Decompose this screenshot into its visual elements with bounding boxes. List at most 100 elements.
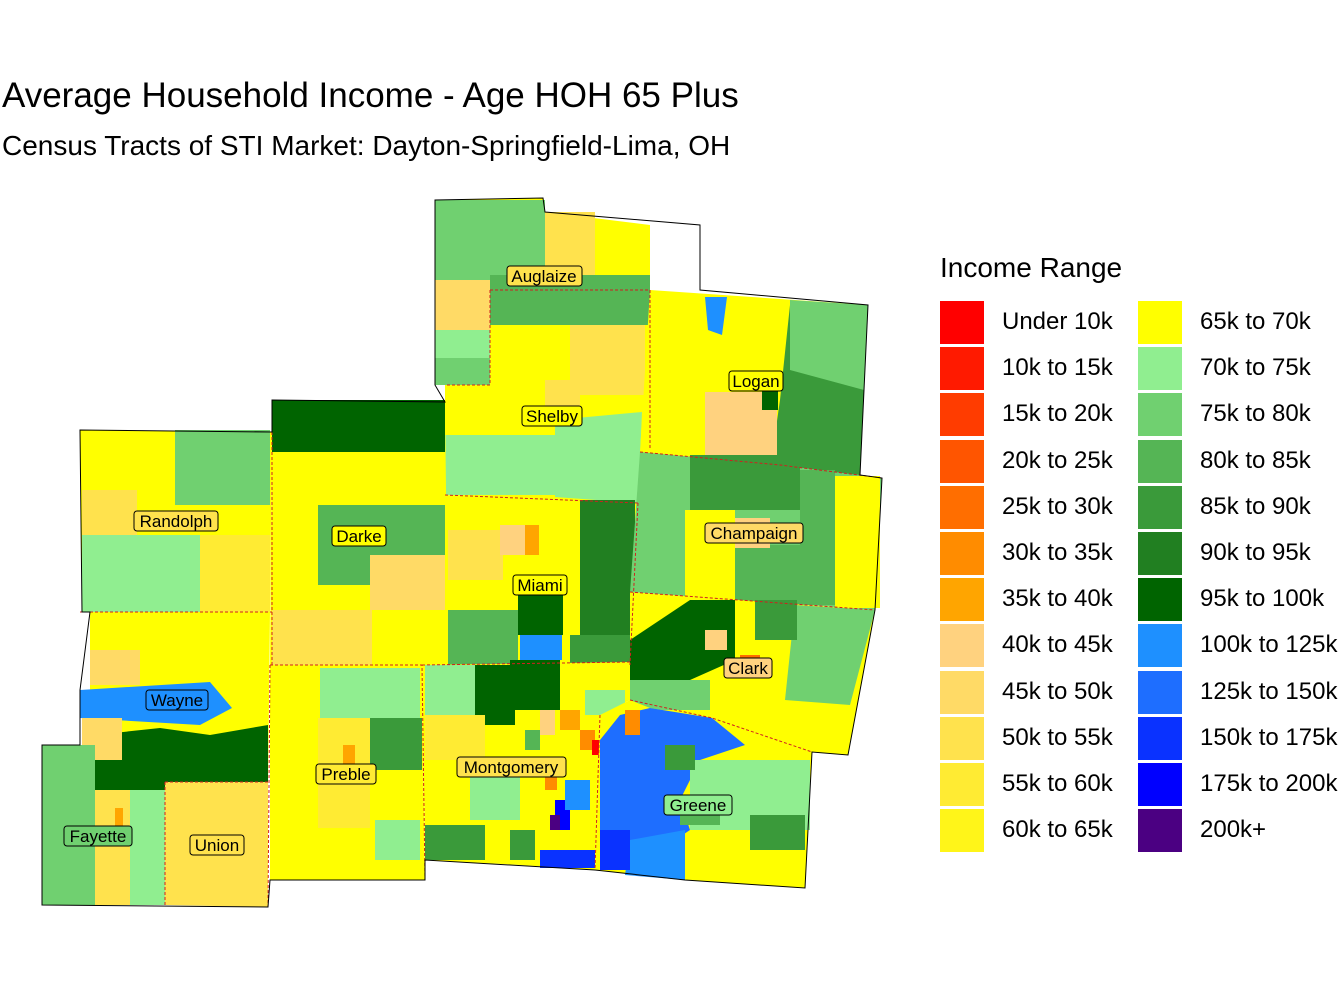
- legend-swatch: [940, 532, 984, 575]
- county-boundary: [629, 699, 813, 753]
- tract: [130, 790, 165, 905]
- tract: [580, 500, 635, 635]
- county-boundary: [629, 502, 639, 666]
- tract: [630, 680, 710, 710]
- tract: [800, 470, 835, 605]
- legend-swatch: [940, 716, 984, 760]
- tract: [520, 635, 562, 660]
- tract: [735, 545, 800, 605]
- tract: [550, 815, 560, 830]
- county-label-greene: Greene: [663, 794, 733, 816]
- legend-title: Income Range: [940, 252, 1123, 283]
- legend-swatch: [940, 809, 984, 853]
- legend-label: 20k to 25k: [1002, 446, 1113, 474]
- tract: [272, 400, 445, 452]
- county-boundary: [270, 664, 426, 881]
- tract: [600, 708, 745, 870]
- tract: [690, 455, 800, 510]
- page-subtitle: Census Tracts of STI Market: Dayton-Spri…: [2, 130, 731, 161]
- legend-label: 150k to 175k: [1200, 723, 1338, 751]
- tract: [370, 555, 448, 610]
- legend-label: 45k to 50k: [1002, 677, 1113, 705]
- county-label-randolph: Randolph: [133, 510, 219, 532]
- legend-label: 55k to 60k: [1002, 770, 1113, 797]
- legend-label: 95k to 100k: [1200, 585, 1325, 613]
- svg-text:Shelby: Shelby: [526, 407, 578, 426]
- county-label-montgomery: Montgomery: [456, 756, 567, 778]
- tract: [518, 595, 563, 635]
- legend-label: Under 10k: [1002, 308, 1113, 335]
- tract: [448, 530, 503, 580]
- tract: [95, 790, 130, 905]
- legend-label: 70k to 75k: [1200, 354, 1311, 382]
- tract: [375, 820, 420, 860]
- tract: [560, 710, 580, 730]
- tract: [510, 660, 560, 710]
- legend-label: 35k to 40k: [1002, 585, 1113, 613]
- legend-swatch: [940, 578, 984, 622]
- legend-label: 40k to 45k: [1002, 631, 1113, 659]
- legend-swatch: [940, 763, 984, 806]
- tract: [200, 612, 268, 692]
- legend-swatch: [940, 670, 984, 714]
- tract: [570, 325, 645, 395]
- tract: [90, 650, 140, 685]
- svg-text:Wayne: Wayne: [151, 691, 203, 710]
- tract: [370, 770, 422, 820]
- legend-swatch: [1138, 578, 1182, 622]
- legend-label: 25k to 30k: [1002, 492, 1113, 520]
- tract: [540, 850, 595, 868]
- tract: [540, 710, 555, 735]
- legend-label: 30k to 35k: [1002, 539, 1113, 566]
- tract: [272, 610, 372, 665]
- tract: [445, 435, 555, 495]
- tract: [630, 600, 735, 680]
- census-tract-map: Auglaize Logan Shelby Randolph Darke Cha…: [41, 197, 883, 908]
- svg-text:Logan: Logan: [732, 372, 779, 391]
- county-label-preble: Preble: [315, 763, 377, 785]
- legend-label: 50k to 55k: [1002, 723, 1113, 751]
- tract: [425, 715, 485, 760]
- tract: [565, 780, 590, 810]
- svg-text:Fayette: Fayette: [70, 827, 127, 846]
- legend-swatch: [940, 301, 984, 344]
- legend-swatch: [1138, 716, 1182, 760]
- county-boundary: [629, 591, 876, 611]
- legend-swatch: [940, 624, 984, 668]
- county-labels: Auglaize Logan Shelby Randolph Darke Cha…: [63, 265, 804, 856]
- legend-label: 65k to 70k: [1200, 308, 1311, 335]
- tract: [625, 830, 685, 880]
- county-label-shelby: Shelby: [521, 405, 583, 427]
- legend-label: 10k to 15k: [1002, 354, 1113, 382]
- county-boundary: [594, 714, 601, 871]
- tract: [705, 297, 727, 335]
- legend-label: 80k to 85k: [1200, 446, 1311, 474]
- tract: [592, 740, 602, 755]
- tract: [175, 430, 270, 505]
- tract: [525, 730, 540, 750]
- legend-swatch: [1138, 670, 1182, 714]
- county-label-union: Union: [189, 834, 245, 856]
- tract-fills: [42, 198, 882, 907]
- tract: [600, 830, 630, 870]
- page-title: Average Household Income - Age HOH 65 Pl…: [2, 76, 739, 115]
- tract: [525, 525, 539, 555]
- tract: [755, 600, 797, 640]
- tract: [625, 710, 640, 735]
- legend-swatch: [1138, 347, 1182, 391]
- legend-label: 200k+: [1200, 816, 1267, 844]
- tract: [665, 745, 695, 770]
- svg-text:Darke: Darke: [336, 527, 381, 546]
- svg-text:Clark: Clark: [728, 659, 768, 678]
- county-label-champaign: Champaign: [704, 522, 804, 544]
- tract: [790, 300, 868, 390]
- tract: [82, 490, 137, 535]
- legend-label: 175k to 200k: [1200, 770, 1338, 797]
- legend-swatch: [1138, 763, 1182, 806]
- tract: [320, 668, 420, 718]
- svg-text:Auglaize: Auglaize: [511, 267, 576, 286]
- legend-label: 125k to 150k: [1200, 677, 1338, 705]
- legend-swatch: [940, 485, 984, 529]
- svg-text:Greene: Greene: [670, 796, 727, 815]
- legend-swatch: [940, 393, 984, 437]
